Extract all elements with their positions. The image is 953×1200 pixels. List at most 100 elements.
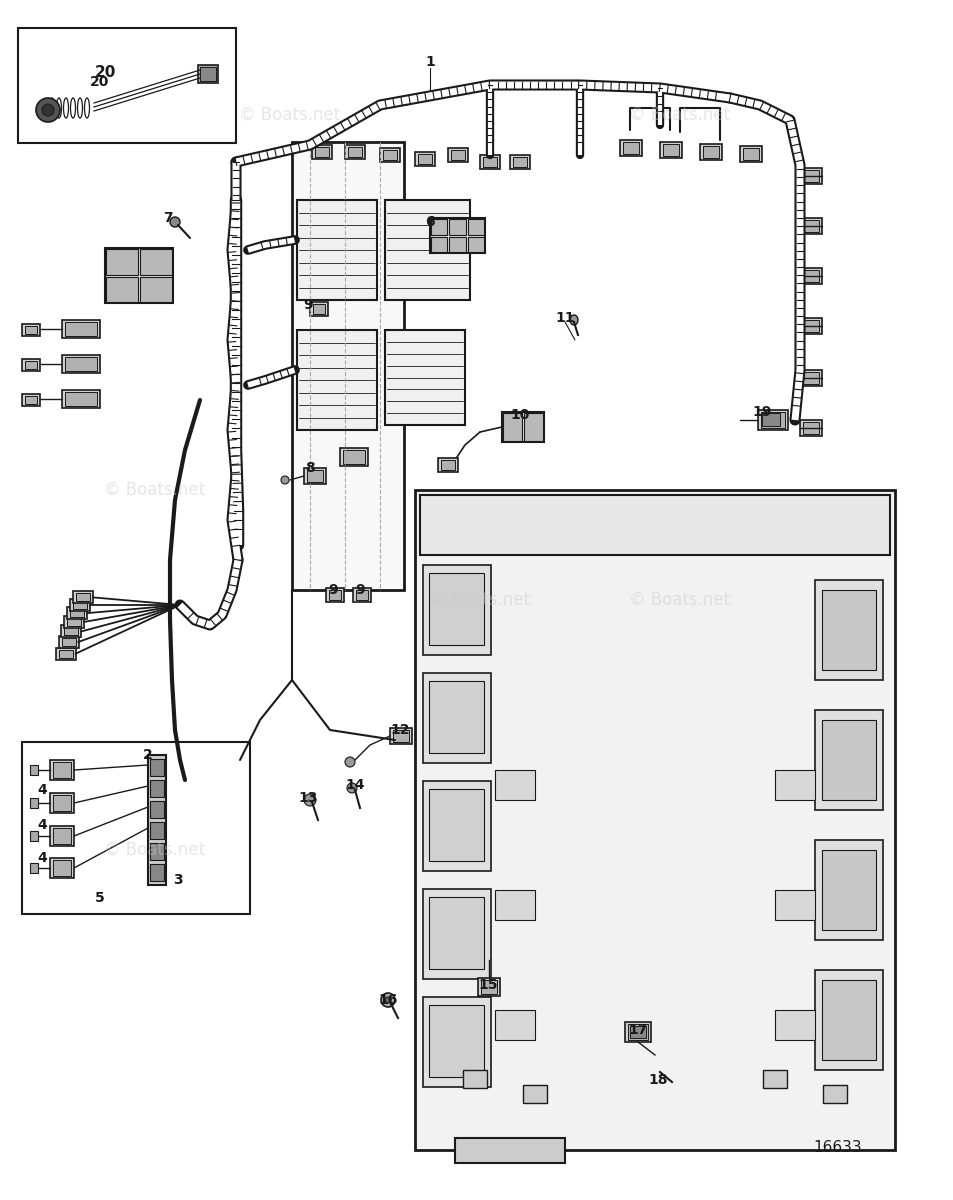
Bar [296, 200, 376, 300]
Circle shape [496, 514, 523, 542]
Circle shape [444, 809, 469, 833]
Bar [415, 490, 894, 1150]
Bar [422, 889, 491, 979]
Bar [477, 978, 499, 996]
Bar [802, 372, 818, 384]
Bar [53, 794, 71, 811]
Bar [345, 145, 365, 160]
Bar [440, 460, 455, 470]
Bar [55, 648, 75, 660]
Bar [198, 65, 218, 83]
Bar [501, 412, 543, 442]
Circle shape [585, 636, 614, 664]
Bar [50, 793, 74, 814]
Bar [150, 758, 164, 776]
Bar [307, 470, 323, 482]
Bar [312, 145, 332, 160]
Bar [313, 304, 325, 314]
Circle shape [380, 992, 395, 1007]
Circle shape [647, 506, 691, 550]
Bar [510, 155, 530, 169]
Bar [385, 200, 470, 300]
Bar [774, 770, 814, 800]
Bar [429, 790, 483, 862]
Bar [422, 781, 491, 871]
Bar [422, 673, 491, 763]
Text: 6: 6 [425, 215, 435, 229]
Bar [762, 1070, 786, 1088]
Circle shape [567, 506, 612, 550]
Bar [522, 1085, 546, 1103]
Bar [417, 154, 432, 164]
Text: © Boats.net: © Boats.net [429, 590, 530, 608]
Bar [140, 276, 172, 302]
Text: 9: 9 [303, 298, 313, 312]
Bar [314, 148, 329, 157]
Bar [495, 890, 535, 920]
Bar [25, 396, 37, 404]
Text: 2: 2 [143, 748, 152, 762]
Bar [802, 270, 818, 282]
Ellipse shape [71, 98, 75, 118]
Text: 7: 7 [163, 211, 172, 226]
Ellipse shape [569, 316, 578, 325]
Bar [455, 1138, 564, 1163]
Bar [65, 628, 78, 635]
Bar [326, 588, 344, 602]
Circle shape [435, 799, 478, 842]
Text: 9: 9 [328, 583, 337, 596]
Ellipse shape [85, 98, 90, 118]
Bar [480, 980, 497, 994]
Bar [495, 1010, 535, 1040]
Text: © Boats.net: © Boats.net [629, 590, 730, 608]
Circle shape [677, 1082, 682, 1088]
Circle shape [385, 997, 391, 1003]
Bar [429, 572, 483, 646]
Bar [292, 142, 403, 590]
Bar [22, 324, 40, 336]
Bar [53, 860, 71, 876]
Ellipse shape [64, 98, 69, 118]
Bar [800, 370, 821, 386]
Bar [662, 144, 679, 156]
Bar [821, 980, 875, 1060]
Bar [310, 302, 328, 316]
Circle shape [435, 583, 478, 626]
Bar [462, 1070, 486, 1088]
Bar [355, 590, 368, 600]
Bar [22, 394, 40, 406]
Text: 20: 20 [94, 65, 115, 79]
Bar [431, 236, 447, 252]
Text: 20: 20 [91, 76, 110, 89]
Bar [61, 625, 81, 637]
Bar [150, 842, 164, 860]
Bar [150, 822, 164, 839]
Bar [774, 1010, 814, 1040]
Bar [451, 150, 464, 160]
Bar [627, 1024, 647, 1040]
Bar [495, 770, 535, 800]
Text: 17: 17 [628, 1022, 647, 1037]
Text: © Boats.net: © Boats.net [104, 841, 205, 859]
Bar [65, 616, 85, 628]
Bar [800, 318, 821, 334]
Bar [800, 218, 821, 234]
Text: 16: 16 [378, 992, 397, 1007]
Bar [25, 326, 37, 334]
Bar [296, 330, 376, 430]
Circle shape [170, 217, 180, 227]
Circle shape [435, 691, 478, 734]
Bar [802, 170, 818, 182]
Bar [814, 580, 882, 680]
Bar [150, 802, 164, 818]
Bar [800, 420, 821, 436]
Bar [140, 250, 172, 275]
Ellipse shape [829, 860, 867, 916]
Bar [150, 780, 164, 797]
Bar [390, 728, 412, 744]
Bar [774, 890, 814, 920]
Bar [105, 248, 172, 304]
Bar [422, 565, 491, 655]
Bar [467, 236, 483, 252]
Text: 11: 11 [555, 311, 574, 325]
